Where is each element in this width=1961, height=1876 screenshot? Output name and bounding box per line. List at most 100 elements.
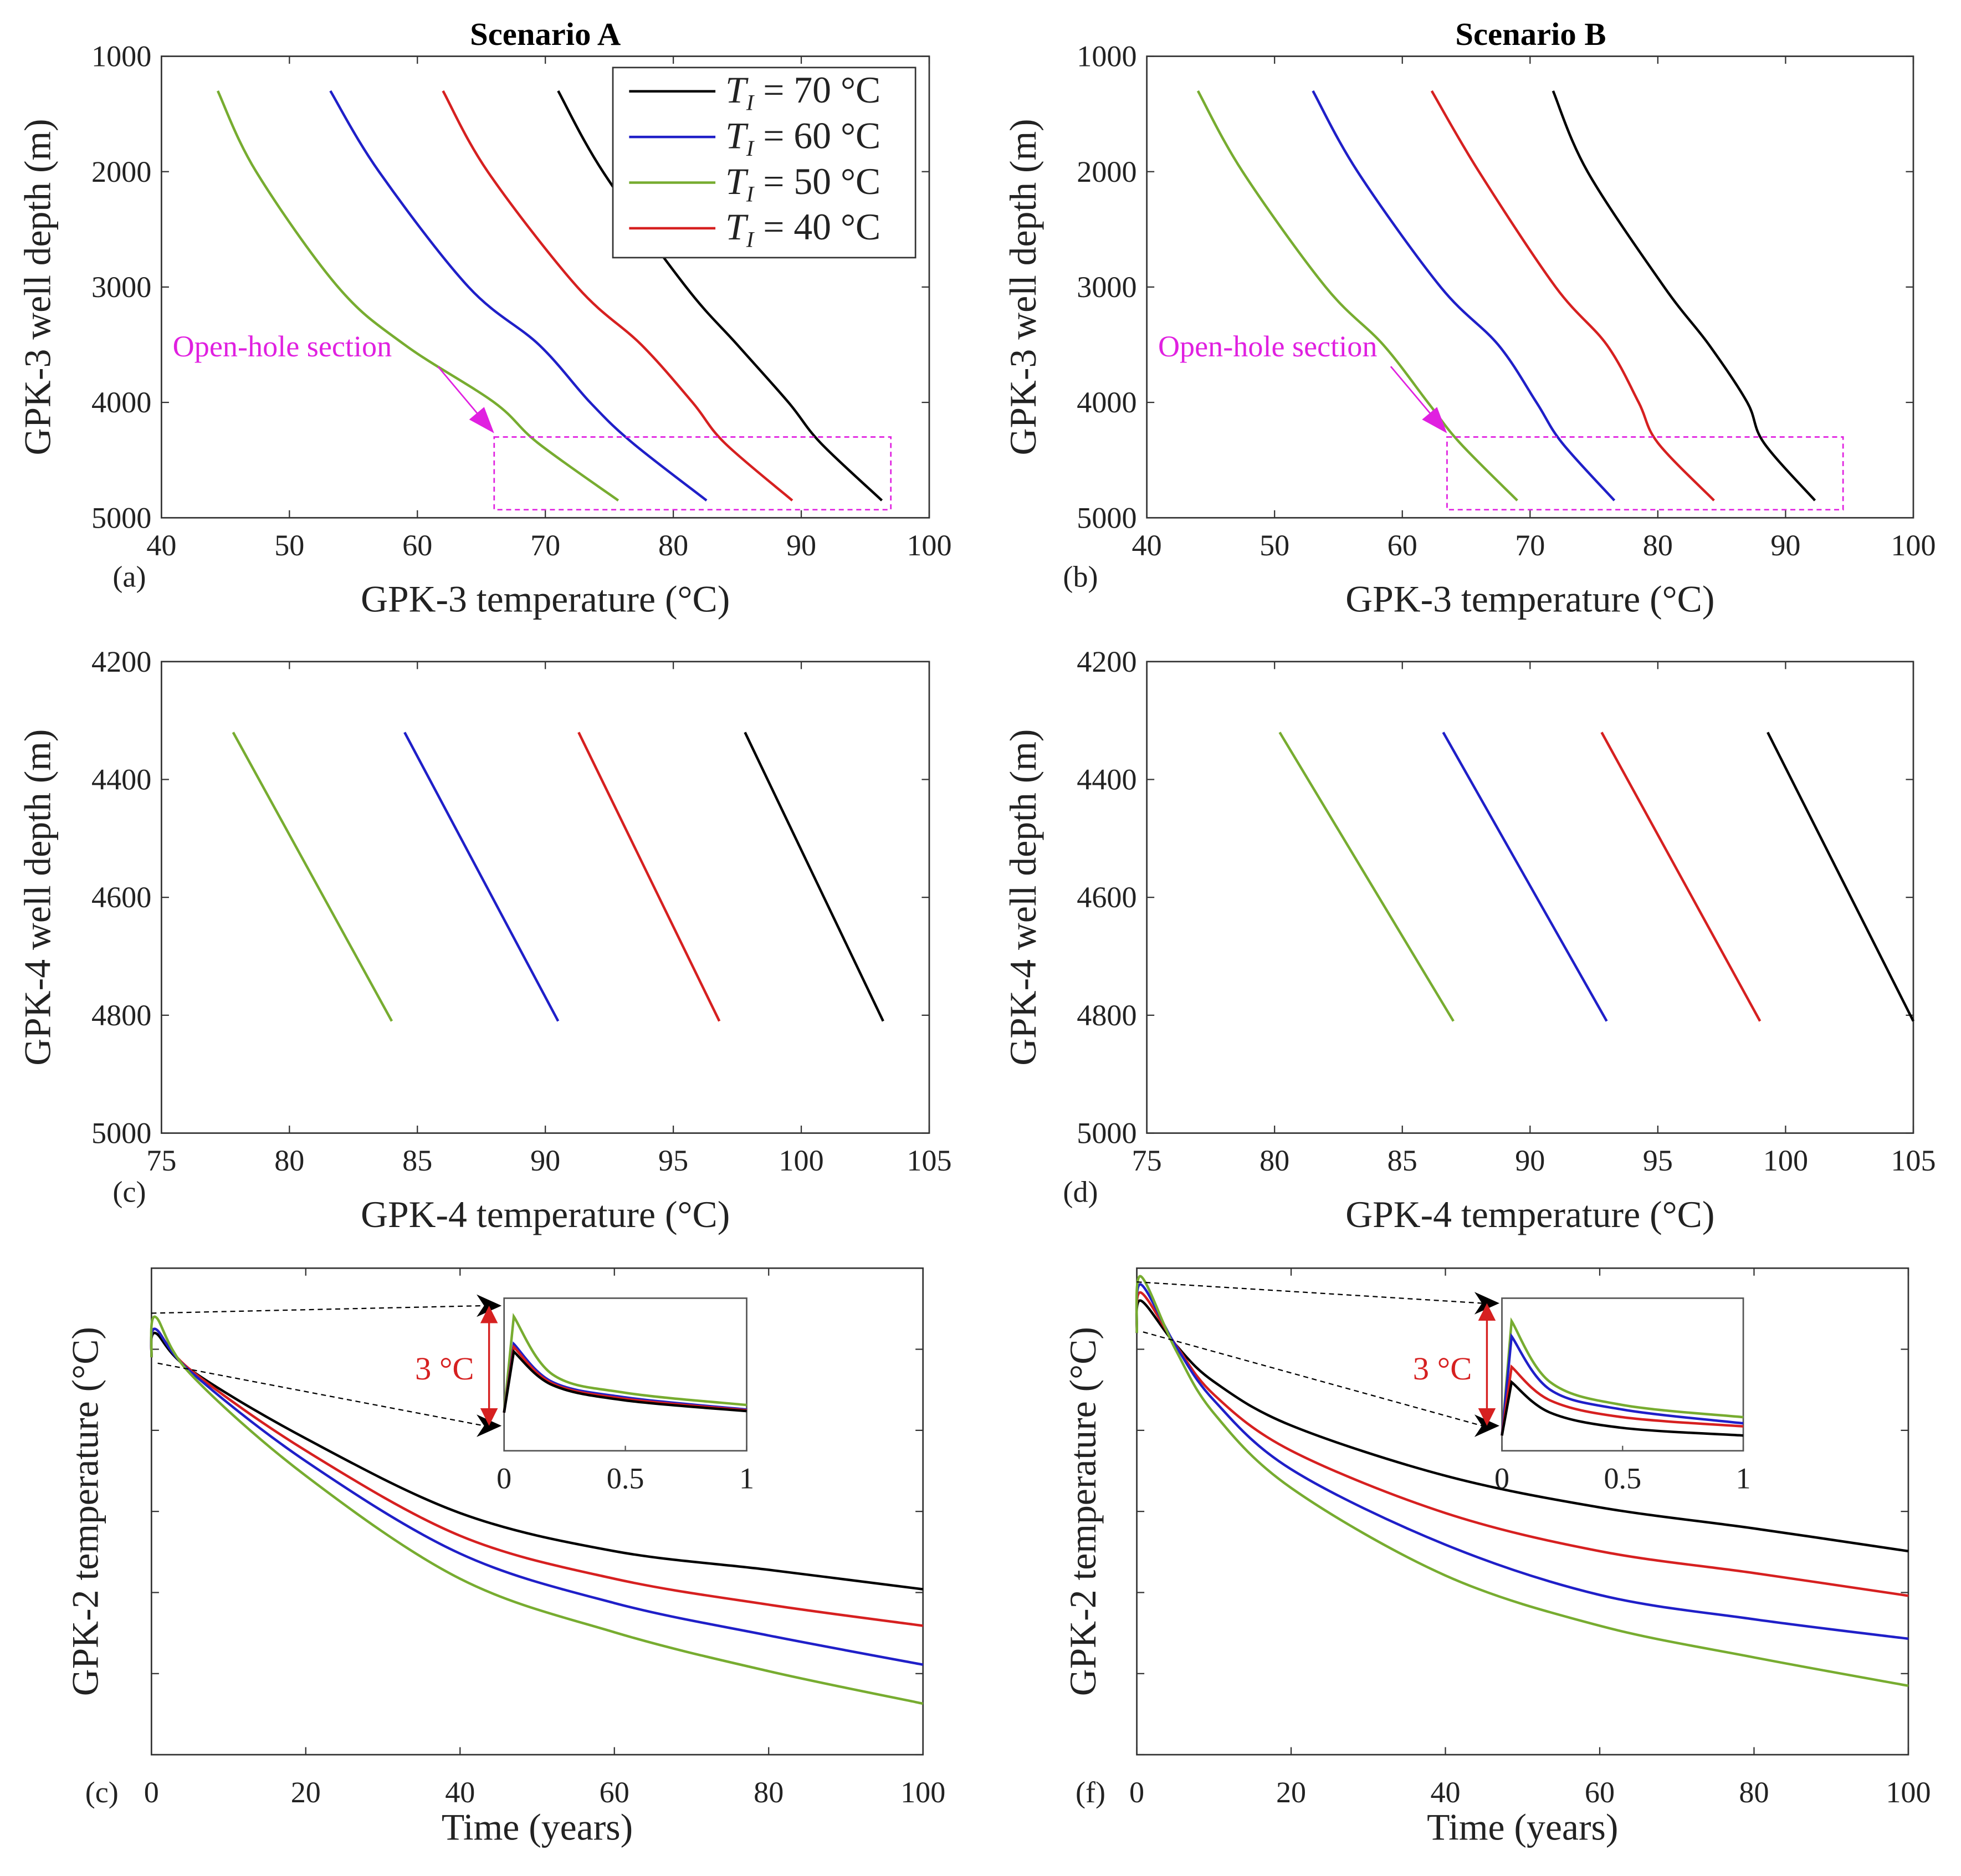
inset-x-tick-label: 0.5 (1604, 1461, 1641, 1495)
arrow-up-icon (1478, 1303, 1496, 1321)
panel-tag: (a) (112, 560, 146, 593)
y-tick-label: 4600 (91, 881, 151, 914)
x-tick-label: 90 (1770, 529, 1800, 562)
axes-frame (1146, 661, 1914, 1134)
inset-series-line (1501, 1364, 1744, 1436)
x-tick-label: 60 (600, 1776, 629, 1809)
x-tick-label: 20 (1276, 1776, 1306, 1809)
x-tick-label: 60 (1387, 529, 1417, 562)
y-axis-label: GPK-2 temperature (°C) (1062, 1327, 1104, 1696)
x-tick-label: 100 (1763, 1144, 1808, 1177)
panel-4: 75 80 85 90 95 100 105 4200 4400 4600 4800 5000 GPK-… (1002, 645, 1936, 1235)
open-hole-box (1446, 436, 1844, 511)
legend-entry-label: TI = 40 °C (725, 206, 880, 252)
series-line-40C (1600, 732, 1762, 1022)
axes-frame (161, 661, 930, 1134)
open-hole-box (493, 436, 892, 511)
series-line-60C (329, 90, 708, 502)
x-axis-label: GPK-3 temperature (°C) (1345, 579, 1714, 620)
panel-tag: (c) (85, 1776, 119, 1809)
y-axis-label: GPK-3 well depth (m) (17, 119, 59, 455)
series-line-60C (1442, 732, 1608, 1022)
inset-x-tick-label: 0 (496, 1461, 511, 1495)
y-tick-label: 3000 (91, 270, 151, 304)
panel-5: 0 20 40 60 80 100 Time (years) GPK-2 temperatur… (64, 1267, 945, 1848)
inset-series-line (503, 1349, 747, 1413)
x-tick-label: 80 (754, 1776, 784, 1809)
series-line-50C (1278, 732, 1455, 1022)
y-tick-label: 4000 (91, 386, 151, 419)
x-tick-label: 100 (1891, 529, 1936, 562)
x-tick-label: 0 (1129, 1776, 1144, 1809)
x-tick-label: 50 (274, 529, 304, 562)
series-line-40C (577, 732, 721, 1022)
panel-tag: (b) (1063, 560, 1098, 593)
x-tick-label: 90 (530, 1144, 560, 1177)
open-hole-label: Open-hole section (1158, 330, 1378, 363)
legend-entry-label: TI = 60 °C (725, 115, 880, 161)
y-tick-label: 4000 (1077, 386, 1136, 419)
y-tick-label: 4600 (1077, 881, 1136, 914)
arrow-head-icon (1422, 407, 1447, 433)
x-tick-label: 75 (1132, 1144, 1162, 1177)
y-axis-label: GPK-4 well depth (m) (17, 729, 59, 1066)
scenario-a-title: Scenario A (470, 16, 621, 52)
inset-x-tick-label: 0.5 (607, 1461, 644, 1495)
inset-x-tick-label: 1 (1736, 1461, 1751, 1495)
x-tick-label: 75 (146, 1144, 176, 1177)
panel-tag: (f) (1076, 1776, 1105, 1809)
series-line-50C (1196, 90, 1518, 502)
x-tick-label: 100 (1886, 1776, 1931, 1809)
x-tick-label: 80 (1739, 1776, 1769, 1809)
x-tick-label: 100 (779, 1144, 823, 1177)
panel-1: 40 50 60 70 80 90 100 1000 2000 3000 4000 5000 GPK-3… (17, 40, 952, 620)
y-tick-label: 3000 (1077, 270, 1136, 304)
arrow-down-icon (480, 1408, 498, 1426)
zoom-guide-line (151, 1305, 484, 1314)
series-line-40C (1430, 90, 1715, 502)
x-tick-label: 20 (291, 1776, 321, 1809)
x-tick-label: 80 (1259, 1144, 1289, 1177)
panel-3: 75 80 85 90 95 100 105 4200 4400 4600 4800 5000 GPK-… (17, 645, 952, 1235)
x-tick-label: 70 (530, 529, 560, 562)
series-line-70C (1552, 90, 1816, 502)
x-axis-label: GPK-4 temperature (°C) (361, 1194, 730, 1235)
x-tick-label: 90 (786, 529, 816, 562)
inset-x-tick-label: 1 (739, 1461, 754, 1495)
x-tick-label: 95 (658, 1144, 688, 1177)
y-tick-label: 2000 (1077, 155, 1136, 188)
series-line-50C (150, 1315, 924, 1705)
x-tick-label: 85 (1387, 1144, 1417, 1177)
series-line-50C (1135, 1275, 1909, 1687)
x-tick-label: 50 (1259, 529, 1289, 562)
scenario-b-title: Scenario B (1455, 16, 1606, 52)
y-tick-label: 2000 (91, 155, 151, 188)
x-axis-label: Time (years) (442, 1807, 633, 1848)
x-tick-label: 105 (907, 1144, 951, 1177)
y-tick-label: 4800 (1077, 999, 1136, 1032)
series-line-60C (1312, 90, 1616, 502)
y-tick-label: 4400 (91, 763, 151, 796)
x-axis-label: GPK-3 temperature (°C) (361, 579, 730, 620)
range-label: 3 °C (415, 1351, 474, 1387)
series-line-70C (1767, 732, 1914, 1022)
inset-series-line (503, 1312, 747, 1413)
x-tick-label: 105 (1891, 1144, 1936, 1177)
arrow-head-icon (469, 407, 494, 433)
series-line-40C (442, 90, 793, 502)
y-tick-label: 4200 (91, 645, 151, 678)
x-tick-label: 90 (1515, 1144, 1545, 1177)
open-hole-label: Open-hole section (173, 330, 392, 363)
series-line-70C (744, 732, 884, 1022)
axes-frame (1146, 55, 1914, 519)
legend-entry-label: TI = 70 °C (725, 69, 880, 115)
y-tick-label: 5000 (91, 501, 151, 534)
x-tick-label: 60 (1585, 1776, 1615, 1809)
x-tick-label: 95 (1643, 1144, 1673, 1177)
y-axis-label: GPK-2 temperature (°C) (64, 1327, 106, 1696)
x-tick-label: 40 (146, 529, 176, 562)
y-tick-label: 5000 (91, 1117, 151, 1150)
x-tick-label: 60 (402, 529, 432, 562)
y-tick-label: 4400 (1077, 763, 1136, 796)
series-line-60C (403, 732, 560, 1022)
